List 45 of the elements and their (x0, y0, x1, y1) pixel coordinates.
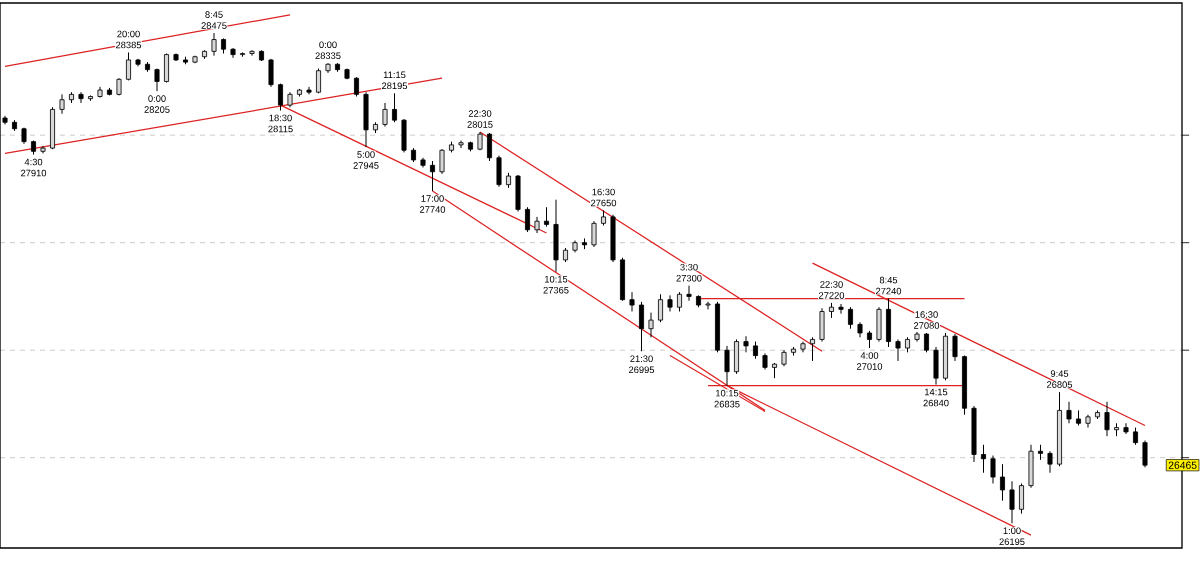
annotation: 5:00 (357, 151, 375, 158)
annotation: 0:00 (148, 95, 166, 102)
annotation: 28015 (467, 121, 493, 128)
annotation: 8:45 (879, 276, 898, 284)
annotation: 10:15 (545, 275, 568, 283)
annotation: 16:30 (915, 311, 938, 318)
annotation: 22:30 (468, 110, 492, 117)
annotation: 4:30 (24, 158, 43, 166)
annotation: 27740 (420, 206, 446, 213)
annotation: 27945 (353, 162, 379, 169)
annotation: 28195 (382, 82, 408, 90)
annotation: 27300 (676, 274, 702, 282)
annotation: 28115 (268, 125, 293, 133)
annotation: 28385 (116, 41, 142, 49)
annotation: 11:15 (383, 71, 406, 79)
text: 26465 (1168, 461, 1197, 469)
annotation: 3:30 (680, 263, 698, 271)
annotation: 10:15 (716, 389, 739, 397)
annotation: 26840 (923, 399, 949, 407)
annotation: 28205 (144, 106, 170, 113)
annotation: 0:00 (319, 41, 337, 48)
annotation: 28475 (201, 22, 227, 29)
annotation: 27220 (819, 292, 845, 299)
annotation: 9:45 (1050, 370, 1069, 377)
annotation: 14:15 (925, 388, 948, 396)
annotation: 8:45 (205, 11, 223, 18)
annotation: 26835 (714, 400, 740, 408)
annotation: 20:00 (117, 30, 140, 38)
annotation: 22:30 (820, 281, 843, 288)
annotation: 27650 (591, 199, 617, 207)
annotation: 27240 (876, 287, 902, 295)
annotation: 26805 (1046, 381, 1073, 388)
annotation: 17:00 (421, 195, 444, 202)
annotation: 1:00 (1003, 527, 1021, 535)
annotation: 18:30 (269, 114, 292, 122)
annotation: 27010 (857, 363, 883, 370)
annotation: 27080 (914, 322, 940, 329)
annotation: 28335 (315, 52, 341, 60)
annotation: 27910 (21, 169, 47, 177)
annotation: 4:00 (860, 352, 879, 359)
annotation: 26195 (999, 538, 1025, 546)
annotation: 21:30 (630, 355, 653, 363)
annotation: 27365 (543, 286, 569, 294)
annotation: 16:30 (592, 188, 615, 196)
annotation: 26995 (629, 366, 655, 374)
